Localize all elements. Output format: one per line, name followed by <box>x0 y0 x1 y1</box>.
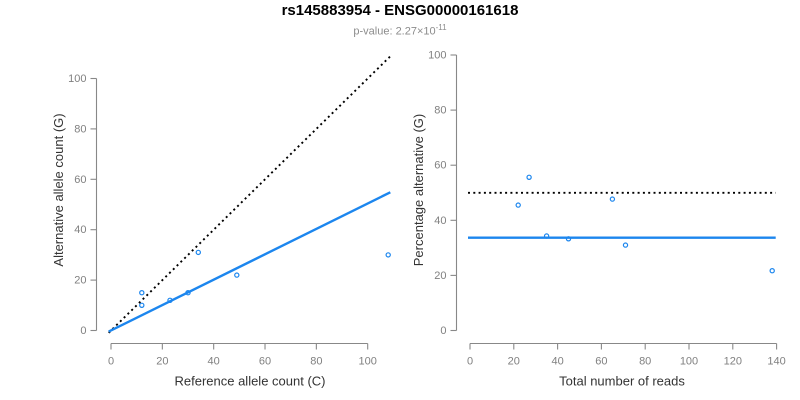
x-axis-tick-label: 20 <box>508 356 520 368</box>
y-axis-tick-label: 20 <box>74 275 86 287</box>
data-point <box>609 196 616 202</box>
data-point <box>139 290 145 296</box>
x-axis-tick-label: 60 <box>595 356 607 368</box>
x-axis-title: Total number of reads <box>559 374 685 389</box>
x-axis-tick-label: 80 <box>310 356 322 368</box>
x-axis-tick-label: 100 <box>359 356 377 368</box>
y-axis-tick-label: 100 <box>68 73 86 85</box>
y-axis-tick-label: 0 <box>440 325 446 337</box>
x-axis-tick-label: 80 <box>639 356 651 368</box>
x-axis-tick-label: 0 <box>467 356 473 368</box>
figure-title: rs145883954 - ENSG00000161618 <box>281 2 519 19</box>
data-point <box>526 174 532 180</box>
y-axis-tick-label: 100 <box>428 50 446 62</box>
data-point <box>769 268 775 274</box>
pvalue-text: p-value: 2.27×10 <box>353 25 436 38</box>
x-axis-tick-label: 40 <box>208 356 220 368</box>
x-axis-tick-label: 40 <box>551 356 563 368</box>
y-axis-tick-label: 40 <box>434 215 446 227</box>
y-axis-tick-label: 80 <box>434 105 446 117</box>
figure-subtitle: p-value: 2.27×10-11 <box>0 23 800 38</box>
data-point <box>195 249 201 256</box>
y-axis-tick-label: 40 <box>74 224 86 236</box>
y-axis-tick-label: 80 <box>74 123 86 135</box>
x-axis-title: Reference allele count (C) <box>174 374 325 389</box>
plot-allele-counts: 0 20 40 60 80 100 0 20 40 60 80 100 Reference allele… <box>51 55 391 389</box>
y-axis-title: Alternative allele count (G) <box>51 113 66 266</box>
x-axis-tick-label: 120 <box>724 356 742 368</box>
x-axis-tick-label: 60 <box>259 356 271 368</box>
x-axis-tick-label: 140 <box>767 356 785 368</box>
data-point <box>234 272 240 278</box>
data-point <box>622 242 629 248</box>
y-axis-tick-label: 0 <box>80 325 86 337</box>
x-axis-tick-label: 100 <box>680 356 698 368</box>
data-point <box>515 202 521 208</box>
x-axis-tick-label: 20 <box>156 356 168 368</box>
pvalue-exponent: -11 <box>435 23 447 32</box>
y-axis-title: Percentage alternative (G) <box>411 114 426 266</box>
data-point <box>385 252 391 258</box>
y-axis-tick-label: 20 <box>434 270 446 282</box>
data-point <box>139 302 145 308</box>
plot-percentage-alternative: 0 20 40 60 80 100 120 140 0 20 40 60 80 100 Total numb… <box>411 50 786 389</box>
y-axis-tick-label: 60 <box>434 160 446 172</box>
identity-line <box>108 55 391 334</box>
fitted-ratio-line <box>108 191 391 333</box>
x-axis-tick-label: 0 <box>108 356 114 368</box>
y-axis-tick-label: 60 <box>74 174 86 186</box>
